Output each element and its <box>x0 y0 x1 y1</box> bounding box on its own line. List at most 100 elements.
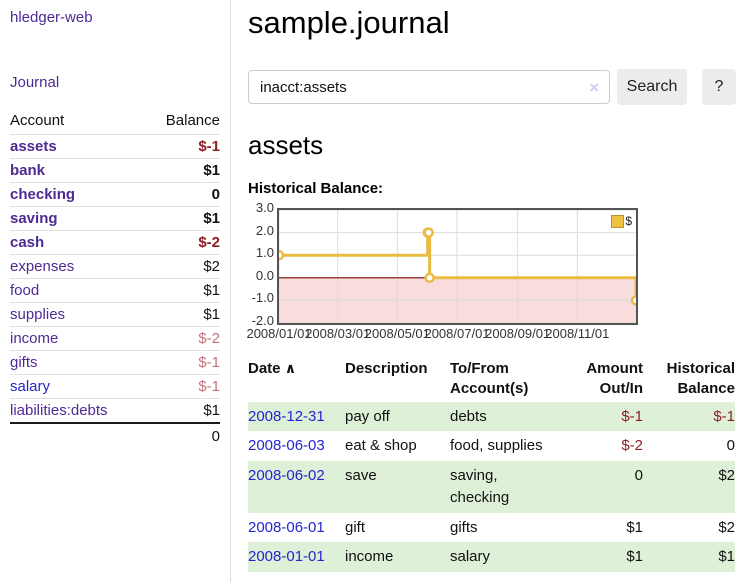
x-tick-label: 2008/11/01 <box>545 326 610 341</box>
account-balance: $1 <box>144 158 220 183</box>
chart-plot-area: $ <box>277 208 638 325</box>
sidebar-account-checking[interactable]: checking <box>10 186 76 203</box>
accounts-header-balance: Balance <box>144 108 220 135</box>
register-header-accounts: To/From Account(s) <box>450 360 529 398</box>
transaction-balance: 0 <box>726 437 735 455</box>
x-tick-label: 2008/09/01 <box>485 326 551 341</box>
account-balance: $-1 <box>144 350 220 375</box>
y-tick-label: 1.0 <box>255 245 274 261</box>
accounts-total-row: 0 <box>10 422 220 448</box>
account-row: saving $1 <box>10 206 220 231</box>
sidebar-account-income[interactable]: income <box>10 330 59 347</box>
transaction-date-link[interactable]: 2008-01-01 <box>248 548 325 566</box>
account-row: expenses $2 <box>10 254 220 279</box>
sidebar-account-saving[interactable]: saving <box>10 210 58 227</box>
transaction-date-cell: 2008-06-02 <box>248 461 345 513</box>
sidebar-account-gifts[interactable]: gifts <box>10 354 38 371</box>
account-balance: $-2 <box>144 326 220 351</box>
transaction-date-cell: 2008-06-03 <box>248 431 345 461</box>
transaction-date-cell: 2008-01-01 <box>248 542 345 572</box>
account-balance: $-1 <box>198 138 220 155</box>
transaction-date-cell: 2008-06-01 <box>248 513 345 543</box>
balance-chart-svg <box>279 210 636 323</box>
clear-search-icon[interactable]: × <box>589 77 599 97</box>
main-content: sample.journal × Search ? assets Histori… <box>231 0 742 582</box>
transaction-date-link[interactable]: 2008-06-01 <box>248 518 325 536</box>
transaction-date-link[interactable]: 2008-06-02 <box>248 467 325 484</box>
transaction-row: 2008-06-02 save saving, checking 0 $2 <box>248 461 735 513</box>
transaction-accounts: gifts <box>450 518 478 536</box>
account-row: salary $-1 <box>10 374 220 399</box>
account-row: food $1 <box>10 278 220 303</box>
transaction-amount: $1 <box>626 518 643 536</box>
transaction-row: 2008-06-03 eat & shop food, supplies $-2 0 <box>248 431 735 461</box>
y-tick-label: 2.0 <box>255 222 274 238</box>
account-row: income $-2 <box>10 326 220 351</box>
account-row: bank $1 <box>10 158 220 183</box>
account-balance: $1 <box>144 278 220 303</box>
transaction-date-cell: 2008-12-31 <box>248 401 345 432</box>
legend-series-swatch <box>611 214 625 228</box>
chart-legend: $ <box>611 214 632 228</box>
sidebar-account-cash[interactable]: cash <box>10 234 45 251</box>
search-input[interactable] <box>249 78 586 96</box>
x-tick-label: 2008/03/01 <box>305 326 371 341</box>
brand-link[interactable]: hledger-web <box>10 9 93 26</box>
transaction-balance: $2 <box>643 461 735 513</box>
search-form: × Search ? <box>248 69 736 105</box>
sidebar-account-supplies[interactable]: supplies <box>10 306 66 323</box>
transaction-accounts: salary <box>450 542 575 572</box>
sidebar-account-food[interactable]: food <box>10 282 40 299</box>
search-button[interactable]: Search <box>617 69 687 105</box>
chart-title: Historical Balance: <box>248 180 384 197</box>
transaction-row: 2008-01-01 income salary $1 $1 <box>248 542 735 572</box>
transaction-amount: 0 <box>575 461 643 513</box>
register-header-description: Description <box>345 360 428 377</box>
transaction-date-link[interactable]: 2008-06-03 <box>248 437 325 455</box>
search-box: × <box>248 70 610 104</box>
x-tick-label: 2008/05/01 <box>364 326 430 341</box>
account-row: liabilities:debts $1 <box>10 398 220 423</box>
register-header-amount: Amount Out/In <box>586 360 643 398</box>
sidebar-account-assets[interactable]: assets <box>10 138 57 155</box>
transaction-balance: $-1 <box>643 401 735 432</box>
y-tick-label: -1.0 <box>251 290 274 306</box>
transaction-balance: $1 <box>643 542 735 572</box>
register-body: 2008-12-31 pay off debts $-1 $-1 2008-06-03 ea… <box>248 401 735 572</box>
account-row: assets $-1 <box>10 135 220 159</box>
transaction-description: pay off <box>345 401 450 432</box>
historical-balance-chart: 3.0 2.0 1.0 0.0 -1.0 -2.0 $ 2008/01/01 2008/03… <box>246 200 668 341</box>
sidebar-account-liabilities-debts[interactable]: liabilities:debts <box>10 402 108 419</box>
sidebar-item-journal[interactable]: Journal <box>10 74 60 91</box>
sidebar-account-expenses[interactable]: expenses <box>10 258 75 275</box>
transaction-description: gift <box>345 518 366 536</box>
y-tick-label: 3.0 <box>255 200 274 215</box>
account-row: gifts $-1 <box>10 350 220 375</box>
sort-ascending-icon: ∧ <box>284 360 297 376</box>
account-balance: 0 <box>144 182 220 207</box>
sidebar-account-salary[interactable]: salary <box>10 378 51 395</box>
register-header-date[interactable]: Date ∧ <box>248 360 297 377</box>
help-button[interactable]: ? <box>702 69 736 105</box>
sidebar-account-bank[interactable]: bank <box>10 162 46 179</box>
transaction-date-link[interactable]: 2008-12-31 <box>248 407 325 425</box>
sidebar: hledger-web Journal Account Balance asse… <box>0 0 231 582</box>
transaction-row: 2008-12-31 pay off debts $-1 $-1 <box>248 401 735 432</box>
transaction-amount: $-2 <box>621 437 643 455</box>
transaction-accounts: food, supplies <box>450 437 543 455</box>
register-header-balance: Historical Balance <box>666 360 735 398</box>
accounts-total-value: 0 <box>144 422 220 448</box>
y-tick-label: -2.0 <box>251 313 274 328</box>
transaction-amount: $-1 <box>575 401 643 432</box>
account-balance: $1 <box>144 302 220 327</box>
transaction-description: income <box>345 542 450 572</box>
transaction-description: eat & shop <box>345 437 417 455</box>
x-tick-label: 2008/07/01 <box>424 326 490 341</box>
transaction-accounts: debts <box>450 401 575 432</box>
transaction-row: 2008-06-01 gift gifts $1 $2 <box>248 513 735 543</box>
transaction-description: save <box>345 461 450 513</box>
register-table: Date ∧ Description To/From Account(s) Am… <box>248 357 735 572</box>
accounts-table: Account Balance assets $-1 bank $1 checking 0… <box>10 108 220 448</box>
sidebar-accounts-body: assets $-1 bank $1 checking 0 saving $1 cash $-2 e… <box>10 135 220 423</box>
